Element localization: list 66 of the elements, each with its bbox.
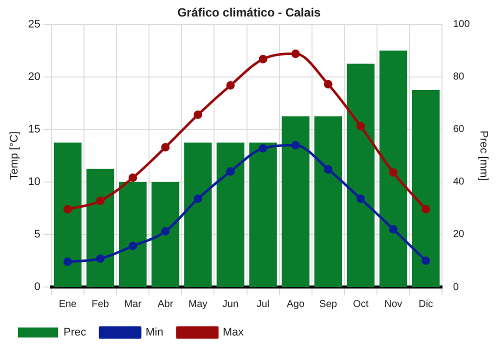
x-tick-label: Mar: [124, 298, 142, 310]
x-tick-label: Jun: [222, 298, 239, 310]
x-tick-label: Abr: [158, 298, 174, 310]
point: [258, 54, 268, 64]
point: [194, 194, 202, 204]
point: [226, 81, 235, 90]
point: [96, 196, 105, 206]
x-tick-label: Ene: [58, 298, 78, 310]
y2-tick-label: 80: [453, 72, 465, 83]
x-tick-label: Oct: [352, 298, 369, 310]
bar: [152, 182, 180, 287]
y2-tick-label: 20: [453, 229, 465, 240]
y-tick-label: 25: [28, 18, 40, 30]
y-tick-label: 20: [28, 70, 40, 83]
x-tick-label: Jul: [256, 298, 270, 310]
point: [291, 140, 300, 150]
y-tick-label: 5: [34, 228, 40, 241]
point: [128, 242, 138, 250]
bar: [314, 116, 342, 287]
point: [356, 122, 365, 131]
y2-tick-label: 40: [453, 176, 465, 188]
point: [389, 224, 398, 234]
point: [63, 205, 72, 214]
y2-tick-label: 60: [453, 124, 465, 136]
point: [128, 174, 138, 182]
y-axis-title: Temp [°C]: [8, 131, 21, 180]
x-tick-label: May: [188, 298, 208, 310]
bar: [184, 142, 212, 287]
y2-tick-label: 0: [453, 282, 460, 293]
bar: [412, 90, 440, 287]
point: [63, 258, 72, 266]
point: [291, 50, 300, 58]
y-tick-label: 15: [28, 123, 40, 136]
bar: [282, 116, 310, 287]
legend-label: Max: [222, 326, 244, 339]
x-tick-label: Sep: [319, 298, 338, 310]
chart-title: Gráfico climático - Calais: [177, 6, 322, 20]
point: [194, 110, 202, 119]
bar: [249, 142, 277, 287]
point: [258, 144, 268, 153]
bar: [346, 64, 375, 287]
x-tick-label: Feb: [92, 298, 110, 310]
point: [356, 194, 365, 204]
bar: [86, 168, 114, 287]
y-tick-label: 0: [34, 281, 40, 294]
point: [161, 227, 170, 236]
y2-axis-title: Prec [mm]: [477, 130, 490, 181]
legend-label: Prec: [64, 326, 87, 339]
point: [96, 254, 105, 263]
bar: [379, 50, 408, 287]
y2-tick-label: 100: [453, 19, 470, 30]
x-tick-label: Dic: [418, 298, 434, 310]
x-tick-label: Ago: [286, 298, 305, 310]
point: [226, 167, 235, 176]
legend-label: Min: [146, 326, 164, 339]
bar: [54, 142, 82, 287]
point: [324, 80, 332, 89]
bar: [118, 182, 147, 287]
point: [422, 205, 430, 214]
point: [324, 165, 332, 174]
x-tick-label: Nov: [384, 298, 402, 310]
bar: [216, 142, 244, 287]
point: [161, 143, 170, 152]
point: [389, 168, 398, 177]
point: [422, 256, 430, 265]
y-tick-label: 10: [28, 176, 40, 188]
